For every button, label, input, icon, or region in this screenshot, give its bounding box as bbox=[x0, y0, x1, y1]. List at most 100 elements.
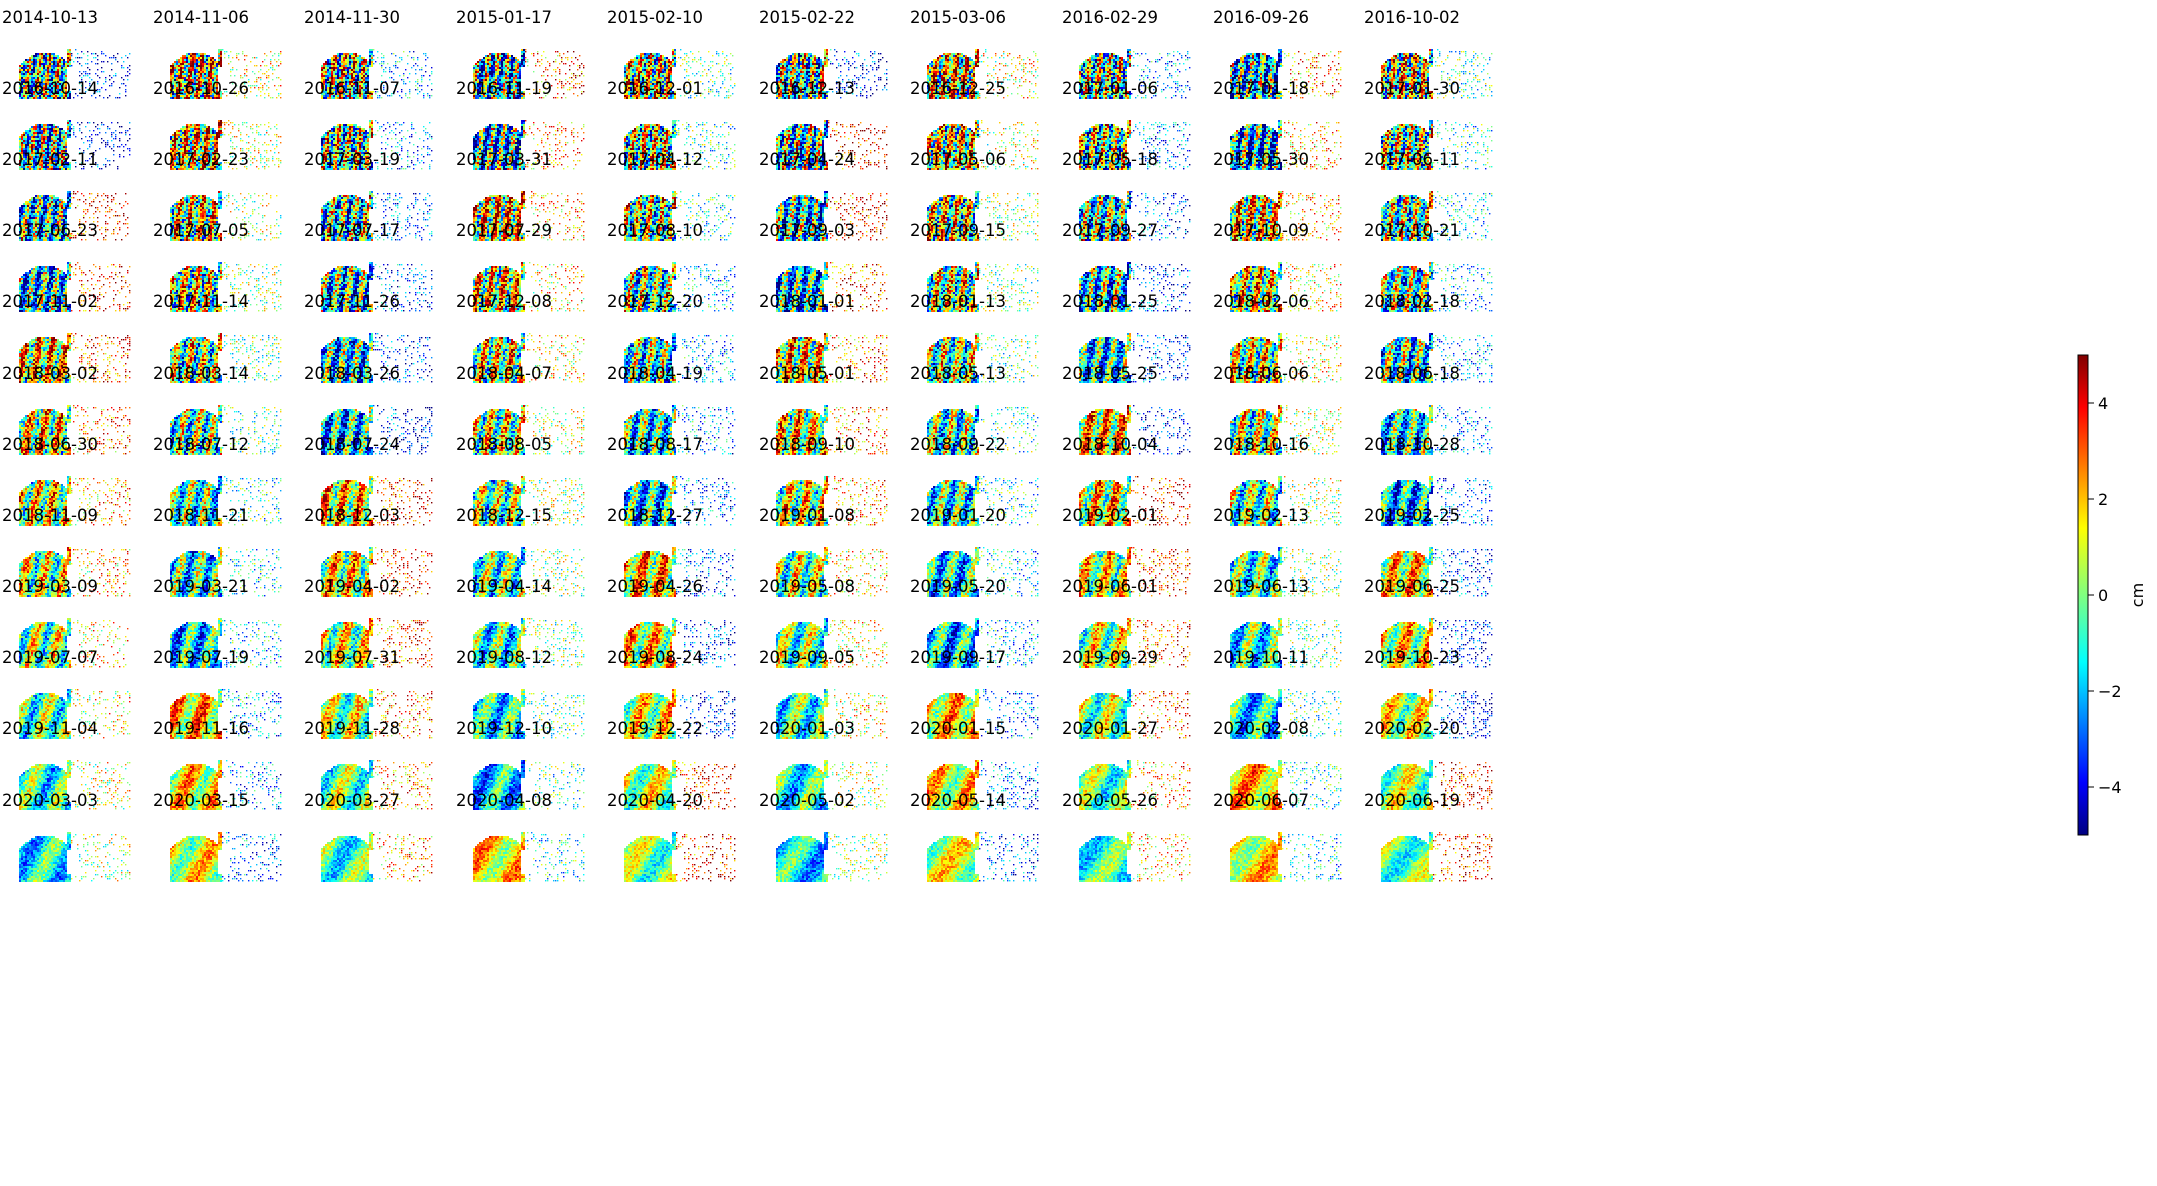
subplot-date-label: 2020-05-26 bbox=[1035, 791, 1185, 811]
subplot-date-label: 2018-12-15 bbox=[429, 506, 579, 526]
subplot-date-label: 2017-10-09 bbox=[1186, 221, 1336, 241]
displacement-pixels bbox=[170, 832, 281, 882]
subplot-date-label: 2017-09-15 bbox=[883, 221, 1033, 241]
subplot-date-label: 2020-02-08 bbox=[1186, 719, 1336, 739]
subplot-date-label: 2019-08-24 bbox=[580, 648, 730, 668]
subplot-date-label: 2015-01-17 bbox=[429, 8, 579, 28]
subplot-date-label: 2018-03-14 bbox=[126, 364, 276, 384]
subplot-date-label: 2016-09-26 bbox=[1186, 8, 1336, 28]
displacement-pixels bbox=[776, 832, 887, 882]
subplot-date-label: 2017-11-14 bbox=[126, 292, 276, 312]
colorbar-unit-label: cm bbox=[2128, 583, 2147, 607]
subplot-date-label: 2018-03-26 bbox=[277, 364, 427, 384]
subplot-date-label: 2017-05-30 bbox=[1186, 150, 1336, 170]
subplot-date-label: 2017-07-29 bbox=[429, 221, 579, 241]
subplot-date-label: 2017-02-23 bbox=[126, 150, 276, 170]
subplot-date-label: 2017-01-06 bbox=[1035, 79, 1185, 99]
subplot-date-label: 2020-01-15 bbox=[883, 719, 1033, 739]
subplot-date-label: 2017-11-26 bbox=[277, 292, 427, 312]
subplot-date-label: 2016-10-02 bbox=[1337, 8, 1487, 28]
subplot-date-label: 2017-06-23 bbox=[0, 221, 125, 241]
colorbar-gradient bbox=[2078, 355, 2088, 835]
subplot-date-label: 2019-07-07 bbox=[0, 648, 125, 668]
subplot-date-label: 2019-11-16 bbox=[126, 719, 276, 739]
subplot-date-label: 2020-03-15 bbox=[126, 791, 276, 811]
subplot-date-label: 2018-01-13 bbox=[883, 292, 1033, 312]
subplot-date-label: 2018-09-10 bbox=[732, 435, 882, 455]
subplot-date-label: 2016-02-29 bbox=[1035, 8, 1185, 28]
subplot-date-label: 2020-04-20 bbox=[580, 791, 730, 811]
subplot-date-label: 2019-11-28 bbox=[277, 719, 427, 739]
subplot-date-label: 2019-05-20 bbox=[883, 577, 1033, 597]
subplot-date-label: 2019-02-13 bbox=[1186, 506, 1336, 526]
subplot-date-label: 2018-05-13 bbox=[883, 364, 1033, 384]
subplot-date-label: 2020-01-27 bbox=[1035, 719, 1185, 739]
subplot-date-label: 2019-09-17 bbox=[883, 648, 1033, 668]
subplot-date-label: 2018-04-19 bbox=[580, 364, 730, 384]
displacement-pixels bbox=[473, 832, 584, 882]
subplot-date-label: 2019-05-08 bbox=[732, 577, 882, 597]
subplot-date-label: 2018-05-25 bbox=[1035, 364, 1185, 384]
displacement-pixels bbox=[321, 832, 432, 882]
subplot-date-label: 2016-11-19 bbox=[429, 79, 579, 99]
subplot-date-label: 2017-09-27 bbox=[1035, 221, 1185, 241]
subplot-date-label: 2016-11-07 bbox=[277, 79, 427, 99]
displacement-pixels bbox=[1079, 832, 1190, 882]
subplot-date-label: 2018-12-27 bbox=[580, 506, 730, 526]
subplot-date-label: 2018-04-07 bbox=[429, 364, 579, 384]
colorbar-ticks: 420−2−4 bbox=[2088, 394, 2122, 797]
colorbar-tick-label: −4 bbox=[2098, 778, 2122, 797]
colorbar-tick-label: −2 bbox=[2098, 682, 2122, 701]
subplot-date-label: 2016-10-14 bbox=[0, 79, 125, 99]
subplot-date-label: 2017-12-20 bbox=[580, 292, 730, 312]
displacement-map bbox=[1079, 832, 1191, 882]
subplot-date-label: 2018-07-24 bbox=[277, 435, 427, 455]
subplot-date-label: 2017-01-30 bbox=[1337, 79, 1487, 99]
subplot-date-label: 2020-03-27 bbox=[277, 791, 427, 811]
colorbar: 420−2−4 cm bbox=[2050, 340, 2150, 850]
subplot-date-label: 2020-05-02 bbox=[732, 791, 882, 811]
subplot-date-label: 2020-06-19 bbox=[1337, 791, 1487, 811]
subplot-date-label: 2019-08-12 bbox=[429, 648, 579, 668]
subplot-date-label: 2017-05-06 bbox=[883, 150, 1033, 170]
subplot-date-label: 2020-03-03 bbox=[0, 791, 125, 811]
subplot-date-label: 2017-03-31 bbox=[429, 150, 579, 170]
subplot-date-label: 2017-07-05 bbox=[126, 221, 276, 241]
subplot-date-label: 2018-01-01 bbox=[732, 292, 882, 312]
subplot-panel: 2020-06-19 bbox=[1367, 791, 1577, 883]
displacement-map bbox=[927, 832, 1039, 882]
subplot-date-label: 2018-11-09 bbox=[0, 506, 125, 526]
subplot-date-label: 2019-10-23 bbox=[1337, 648, 1487, 668]
subplot-date-label: 2019-09-05 bbox=[732, 648, 882, 668]
subplot-date-label: 2017-04-24 bbox=[732, 150, 882, 170]
displacement-map bbox=[321, 832, 433, 882]
subplot-date-label: 2017-10-21 bbox=[1337, 221, 1487, 241]
displacement-map bbox=[473, 832, 585, 882]
subplot-date-label: 2017-03-19 bbox=[277, 150, 427, 170]
subplot-date-label: 2018-08-05 bbox=[429, 435, 579, 455]
displacement-pixels bbox=[927, 832, 1038, 882]
subplot-date-label: 2018-01-25 bbox=[1035, 292, 1185, 312]
subplot-date-label: 2018-03-02 bbox=[0, 364, 125, 384]
subplot-date-label: 2019-07-19 bbox=[126, 648, 276, 668]
subplot-date-label: 2018-08-17 bbox=[580, 435, 730, 455]
subplot-date-label: 2016-12-25 bbox=[883, 79, 1033, 99]
displacement-map bbox=[1230, 832, 1342, 882]
subplot-date-label: 2019-09-29 bbox=[1035, 648, 1185, 668]
subplot-date-label: 2018-10-04 bbox=[1035, 435, 1185, 455]
subplot-date-label: 2019-02-01 bbox=[1035, 506, 1185, 526]
subplot-date-label: 2018-05-01 bbox=[732, 364, 882, 384]
subplot-date-label: 2014-11-30 bbox=[277, 8, 427, 28]
subplot-date-label: 2018-02-06 bbox=[1186, 292, 1336, 312]
colorbar-tick-label: 2 bbox=[2098, 490, 2108, 509]
subplot-date-label: 2018-12-03 bbox=[277, 506, 427, 526]
subplot-date-label: 2017-06-11 bbox=[1337, 150, 1487, 170]
subplot-date-label: 2020-01-03 bbox=[732, 719, 882, 739]
subplot-date-label: 2016-12-13 bbox=[732, 79, 882, 99]
subplot-date-label: 2016-12-01 bbox=[580, 79, 730, 99]
subplot-date-label: 2019-01-20 bbox=[883, 506, 1033, 526]
subplot-date-label: 2019-06-13 bbox=[1186, 577, 1336, 597]
subplot-date-label: 2019-03-09 bbox=[0, 577, 125, 597]
